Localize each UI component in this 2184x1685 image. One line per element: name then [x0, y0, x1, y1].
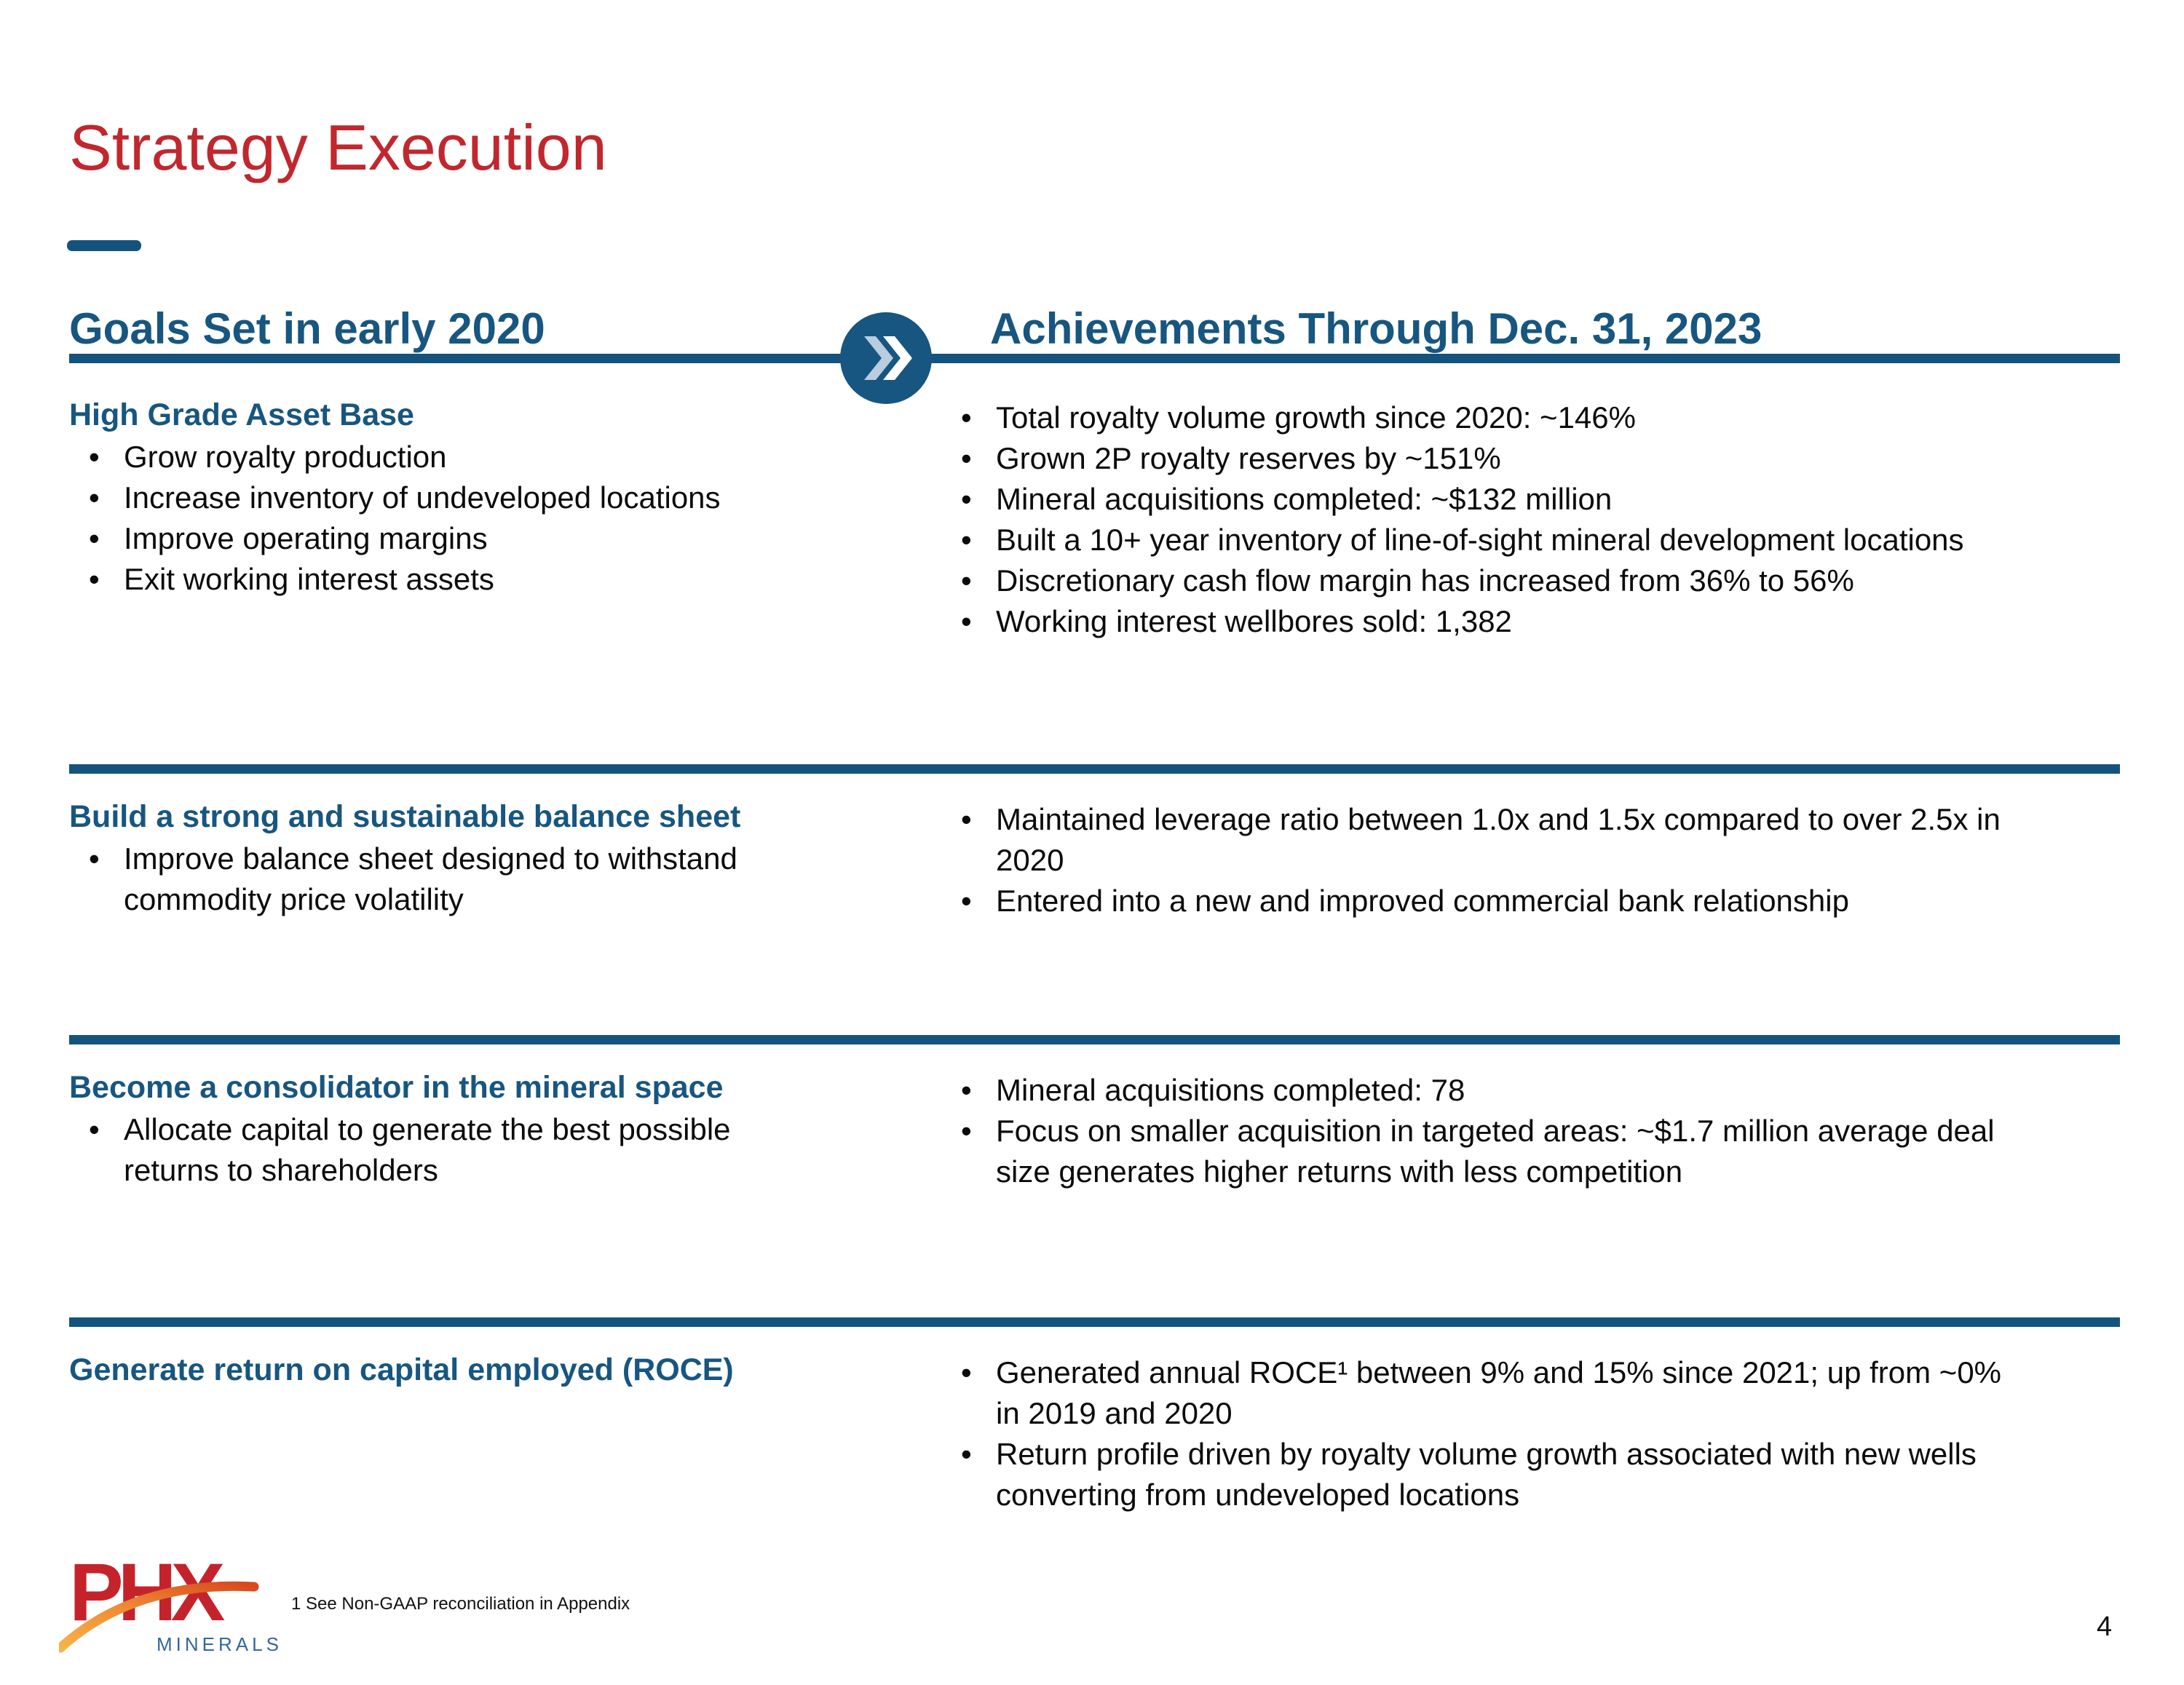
goal-bullet: Increase inventory of undeveloped locati…: [87, 477, 786, 518]
goal-bullet-list: Grow royalty production Increase invento…: [87, 437, 786, 600]
goal-title: High Grade Asset Base: [69, 397, 414, 432]
achievement-bullet: Discretionary cash flow margin has incre…: [960, 560, 2030, 601]
goals-column-header: Goals Set in early 2020: [69, 304, 545, 353]
logo-sub-text: MINERALS: [157, 1633, 282, 1655]
achievement-bullet: Generated annual ROCE¹ between 9% and 15…: [960, 1352, 2030, 1434]
page-title: Strategy Execution: [69, 111, 607, 183]
double-chevron-right-icon: [839, 312, 933, 405]
goal-bullet: Grow royalty production: [87, 437, 786, 477]
achievement-bullet: Built a 10+ year inventory of line-of-si…: [960, 520, 2030, 560]
goal-bullet: Exit working interest assets: [87, 559, 786, 600]
achievement-bullet-list: Mineral acquisitions completed: 78 Focus…: [960, 1070, 2030, 1192]
achievement-bullet: Mineral acquisitions completed: 78: [960, 1070, 2030, 1111]
logo-swoosh-icon: [59, 1581, 259, 1653]
achievement-bullet: Entered into a new and improved commerci…: [960, 881, 2030, 921]
goal-bullet: Allocate capital to generate the best po…: [87, 1109, 786, 1191]
page-number: 4: [2097, 1611, 2113, 1642]
phx-minerals-logo: PHX MINERALS: [59, 1552, 302, 1658]
section-divider: [69, 1317, 2120, 1327]
achievement-bullet: Return profile driven by royalty volume …: [960, 1434, 2030, 1515]
footnote: 1 See Non-GAAP reconciliation in Appendi…: [291, 1594, 630, 1614]
goal-title: Become a consolidator in the mineral spa…: [69, 1070, 724, 1105]
section-divider: [69, 764, 2120, 774]
section-divider: [69, 1035, 2120, 1044]
goal-title: Build a strong and sustainable balance s…: [69, 799, 741, 834]
goal-bullet-list: Improve balance sheet designed to withst…: [87, 838, 786, 920]
achievement-bullet: Working interest wellbores sold: 1,382: [960, 601, 2030, 642]
header-rule: [69, 354, 2120, 363]
goal-bullet-list: Allocate capital to generate the best po…: [87, 1109, 786, 1191]
achievement-bullet: Maintained leverage ratio between 1.0x a…: [960, 799, 2030, 881]
achievement-bullet: Mineral acquisitions completed: ~$132 mi…: [960, 479, 2030, 520]
goal-title: Generate return on capital employed (ROC…: [69, 1352, 734, 1387]
achievement-bullet-list: Generated annual ROCE¹ between 9% and 15…: [960, 1352, 2030, 1515]
title-accent-dash: [67, 240, 141, 251]
achievements-column-header: Achievements Through Dec. 31, 2023: [990, 304, 1762, 353]
achievement-bullet-list: Total royalty volume growth since 2020: …: [960, 397, 2030, 642]
achievement-bullet-list: Maintained leverage ratio between 1.0x a…: [960, 799, 2030, 921]
achievement-bullet: Total royalty volume growth since 2020: …: [960, 397, 2030, 438]
goal-bullet: Improve operating margins: [87, 518, 786, 559]
achievement-bullet: Grown 2P royalty reserves by ~151%: [960, 438, 2030, 479]
achievement-bullet: Focus on smaller acquisition in targeted…: [960, 1111, 2030, 1192]
goal-bullet: Improve balance sheet designed to withst…: [87, 838, 786, 920]
